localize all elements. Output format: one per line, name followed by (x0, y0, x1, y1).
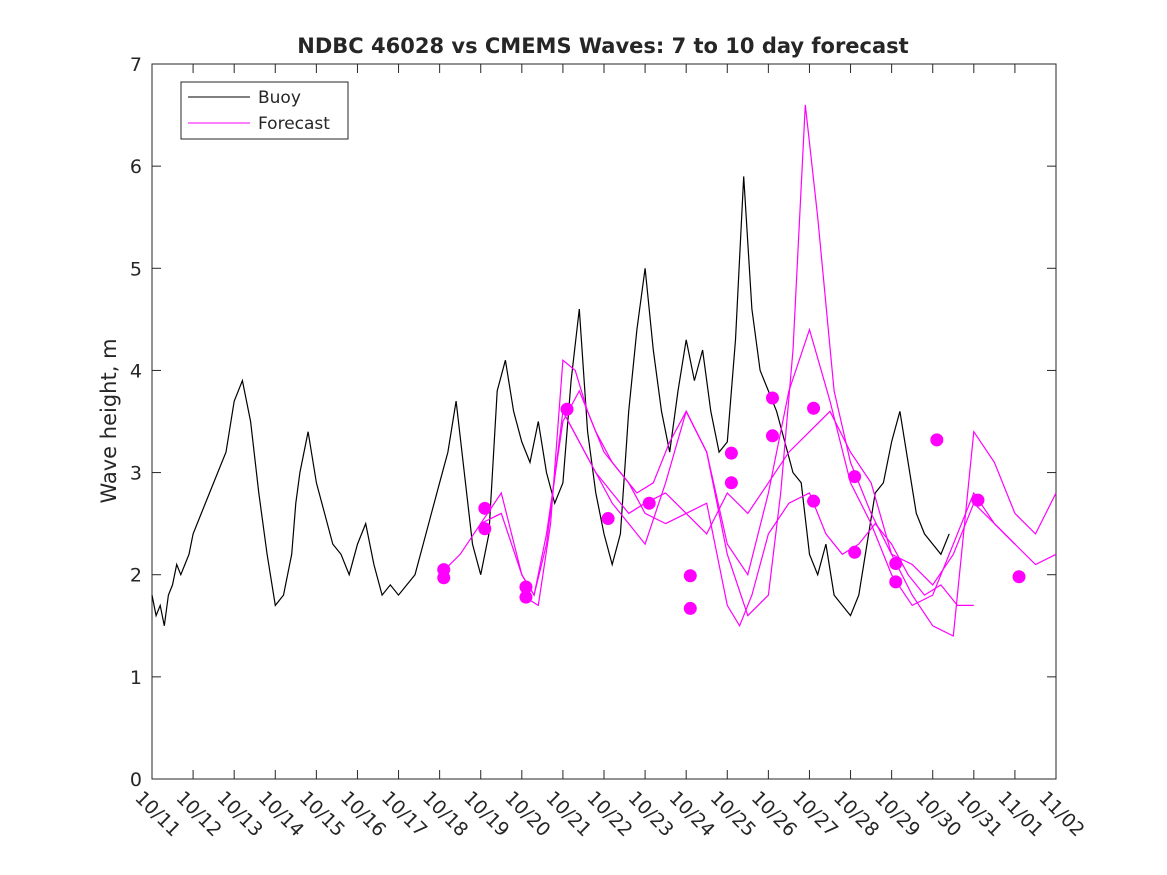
x-tick-label: 10/31 (952, 787, 1006, 841)
forecast-marker (683, 601, 697, 615)
forecast-marker (642, 496, 656, 510)
plot-area (151, 104, 1057, 637)
forecast-marker (724, 476, 738, 490)
x-tick-label: 10/29 (870, 787, 924, 841)
x-axis: 10/1110/1210/1310/1410/1510/1610/1710/18… (130, 64, 1089, 841)
forecast-marker (971, 493, 985, 507)
x-tick-label: 10/22 (582, 787, 636, 841)
legend-label-buoy: Buoy (258, 88, 301, 108)
forecast-marker (519, 590, 533, 604)
y-tick-label: 0 (130, 769, 142, 791)
forecast-marker (560, 402, 574, 416)
y-tick-label: 2 (130, 565, 142, 587)
y-tick-label: 1 (130, 667, 142, 689)
legend-label-forecast: Forecast (258, 114, 330, 134)
forecast-marker (765, 391, 779, 405)
y-tick-label: 4 (130, 360, 142, 382)
forecast-marker (765, 429, 779, 443)
x-tick-label: 10/20 (500, 787, 554, 841)
legend: Buoy Forecast (180, 81, 349, 140)
forecast-marker (601, 512, 615, 526)
y-axis-label: Wave height, m (97, 338, 121, 503)
x-tick-label: 10/13 (213, 787, 267, 841)
x-tick-label: 10/18 (418, 787, 472, 841)
forecast-marker (930, 433, 944, 447)
forecast-marker (724, 446, 738, 460)
legend-box (180, 81, 349, 140)
forecast-marker (848, 545, 862, 559)
forecast-marker (889, 556, 903, 570)
y-tick-label: 7 (130, 54, 142, 76)
chart-title: NDBC 46028 vs CMEMS Waves: 7 to 10 day f… (297, 34, 908, 58)
forecast-marker (478, 522, 492, 536)
x-tick-label: 10/12 (172, 787, 226, 841)
forecast-series-line-3 (521, 104, 1057, 637)
x-tick-label: 10/15 (295, 787, 349, 841)
x-tick-label: 10/28 (829, 787, 883, 841)
x-tick-label: 10/19 (459, 787, 513, 841)
axes-frame (151, 63, 1057, 780)
x-tick-label: 11/02 (1034, 787, 1088, 841)
x-tick-label: 10/16 (336, 787, 390, 841)
forecast-marker (1012, 570, 1026, 584)
x-tick-label: 10/23 (624, 787, 678, 841)
forecast-marker (437, 571, 451, 585)
x-tick-label: 10/17 (377, 787, 431, 841)
forecast-marker (478, 501, 492, 515)
x-tick-label: 10/27 (788, 787, 842, 841)
y-tick-label: 6 (130, 156, 142, 178)
x-tick-label: 10/11 (130, 787, 184, 841)
x-tick-label: 10/26 (747, 787, 801, 841)
buoy-series-line (151, 176, 950, 626)
forecast-marker (683, 569, 697, 583)
x-tick-label: 10/24 (665, 787, 719, 841)
forecast-series-line-1 (439, 409, 1057, 597)
forecast-series-line-4 (562, 327, 1016, 607)
x-tick-label: 10/30 (911, 787, 965, 841)
forecast-marker (519, 580, 533, 594)
forecast-marker (848, 470, 862, 484)
y-tick-label: 3 (130, 463, 142, 485)
forecast-marker (807, 401, 821, 415)
forecast-marker (807, 494, 821, 508)
x-tick-label: 11/01 (993, 787, 1047, 841)
x-tick-label: 10/25 (706, 787, 760, 841)
forecast-marker (889, 575, 903, 589)
forecast-series-line-2 (480, 389, 974, 628)
x-tick-label: 10/21 (541, 787, 595, 841)
y-tick-label: 5 (130, 258, 142, 280)
x-tick-label: 10/14 (254, 787, 308, 841)
y-axis: 0 1 2 3 4 5 6 7 (130, 54, 1056, 791)
